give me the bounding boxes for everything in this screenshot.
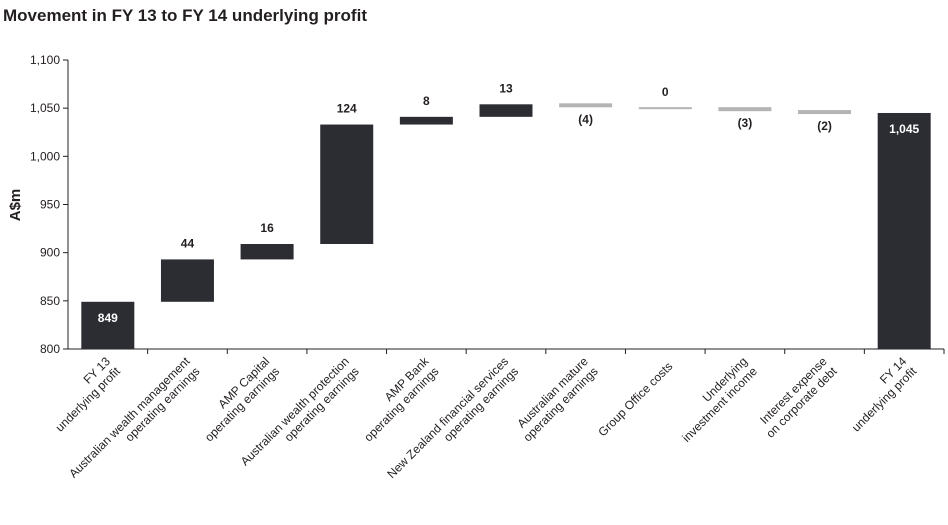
- category-label: Group Office costs: [595, 359, 675, 439]
- y-tick-label: 1,100: [30, 53, 60, 67]
- category-label: Interest expenseon corporate debt: [753, 354, 840, 441]
- category-label: FY 13underlying profit: [43, 354, 124, 435]
- data-label: 0: [662, 85, 669, 99]
- bar: [479, 104, 533, 117]
- y-tick-label: 1,050: [30, 101, 60, 115]
- bar: [240, 243, 294, 260]
- data-label: 849: [98, 311, 118, 325]
- data-label: 44: [181, 236, 195, 250]
- bars: [81, 103, 931, 349]
- y-axis-label: A$m: [7, 189, 24, 222]
- data-label: 8: [423, 94, 430, 108]
- chart-title: Movement in FY 13 to FY 14 underlying pr…: [3, 6, 367, 25]
- data-label: (4): [578, 112, 593, 126]
- y-tick-label: 850: [40, 294, 60, 308]
- data-label: 16: [260, 221, 274, 235]
- bar: [399, 116, 453, 125]
- data-label: 1,045: [889, 122, 919, 136]
- category-label-line: Group Office costs: [595, 359, 675, 439]
- bar: [877, 112, 931, 349]
- y-tick-label: 1,000: [30, 149, 60, 163]
- bar: [638, 107, 692, 110]
- category-label: Underlyinginvestment income: [669, 354, 760, 445]
- axes: 800 850 900 950 1,000 1,050 1,100 A$m: [7, 53, 945, 356]
- category-label: Australian matureoperating earnings: [511, 354, 601, 444]
- bar: [160, 259, 214, 302]
- data-labels: 849 44 16 124 8 13 (4) 0 (3) (2) 1,045: [98, 81, 920, 324]
- bar: [718, 107, 772, 112]
- y-tick-label: 900: [40, 246, 60, 260]
- bar: [559, 103, 613, 108]
- data-label: 13: [499, 81, 513, 95]
- bar: [798, 110, 852, 115]
- data-label: (3): [738, 116, 753, 130]
- data-label: 124: [337, 102, 357, 116]
- data-label: (2): [817, 119, 832, 133]
- bar: [81, 301, 135, 349]
- y-tick-label: 950: [40, 198, 60, 212]
- category-label: FY 14underlying profit: [839, 354, 920, 435]
- bar: [320, 124, 374, 244]
- y-tick-label: 800: [40, 342, 60, 356]
